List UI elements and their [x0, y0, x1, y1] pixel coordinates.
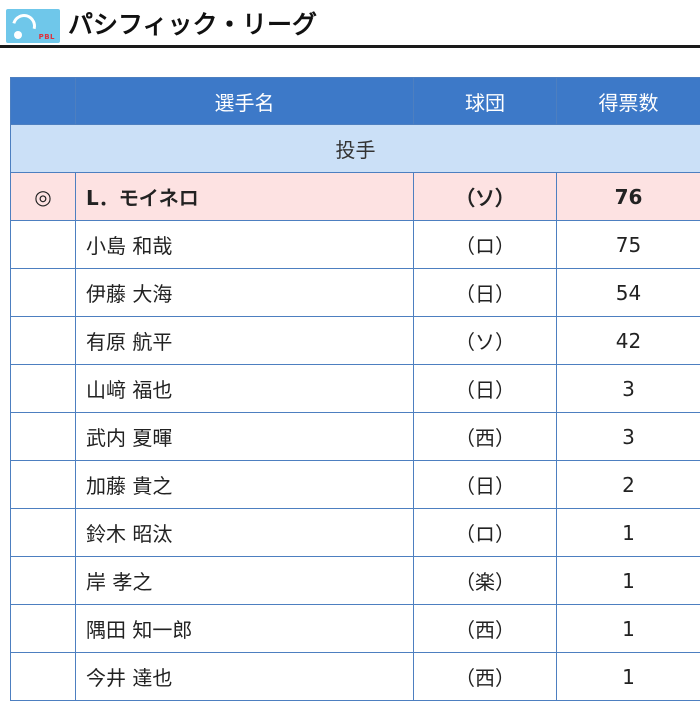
column-header-mark	[10, 77, 76, 125]
table-row: 岸 孝之 （楽） 1	[10, 556, 700, 605]
player-name: 小島 和哉	[75, 220, 414, 269]
votes-table: 選手名 球団 得票数 投手 ◎ L．モイネロ （ソ） 76 小島 和哉 （ロ） 75 伊藤 大…	[10, 77, 700, 701]
table-row: ◎ L．モイネロ （ソ） 76	[10, 172, 700, 221]
team-code: （日）	[413, 460, 557, 509]
selection-mark	[10, 268, 76, 317]
table-row: 隅田 知一郎 （西） 1	[10, 604, 700, 653]
team-code: （西）	[413, 604, 557, 653]
table-header-row: 選手名 球団 得票数	[10, 77, 700, 125]
team-code: （楽）	[413, 556, 557, 605]
table-row: 武内 夏暉 （西） 3	[10, 412, 700, 461]
team-code: （日）	[413, 268, 557, 317]
table-row: 山﨑 福也 （日） 3	[10, 364, 700, 413]
team-code: （ロ）	[413, 220, 557, 269]
team-code: （ソ）	[413, 316, 557, 365]
player-name: 有原 航平	[75, 316, 414, 365]
player-name: 鈴木 昭汰	[75, 508, 414, 557]
category-label: 投手	[10, 124, 700, 173]
player-name: 伊藤 大海	[75, 268, 414, 317]
player-name: 山﨑 福也	[75, 364, 414, 413]
logo-swirl-icon	[7, 9, 41, 43]
column-header-team: 球団	[413, 77, 557, 125]
table-row: 有原 航平 （ソ） 42	[10, 316, 700, 365]
selection-mark	[10, 460, 76, 509]
column-header-player: 選手名	[75, 77, 414, 125]
vote-count: 1	[556, 604, 700, 653]
selection-mark	[10, 556, 76, 605]
selection-mark	[10, 412, 76, 461]
page-header: PBL パシフィック・リーグ	[0, 0, 700, 48]
selection-mark	[10, 508, 76, 557]
table-row: 小島 和哉 （ロ） 75	[10, 220, 700, 269]
page-title: パシフィック・リーグ	[68, 10, 318, 39]
table-row: 鈴木 昭汰 （ロ） 1	[10, 508, 700, 557]
table-row: 加藤 貴之 （日） 2	[10, 460, 700, 509]
player-name: 隅田 知一郎	[75, 604, 414, 653]
selection-mark	[10, 220, 76, 269]
logo-ball-icon	[14, 31, 22, 39]
vote-count: 1	[556, 508, 700, 557]
selection-mark	[10, 316, 76, 365]
table-row: 伊藤 大海 （日） 54	[10, 268, 700, 317]
vote-count: 2	[556, 460, 700, 509]
vote-count: 54	[556, 268, 700, 317]
logo-text: PBL	[38, 33, 55, 41]
player-name: 武内 夏暉	[75, 412, 414, 461]
team-code: （日）	[413, 364, 557, 413]
table-row: 今井 達也 （西） 1	[10, 652, 700, 701]
column-header-votes: 得票数	[556, 77, 700, 125]
category-row: 投手	[10, 124, 700, 173]
header-divider	[0, 45, 700, 48]
player-name: 今井 達也	[75, 652, 414, 701]
vote-count: 42	[556, 316, 700, 365]
selection-mark	[10, 604, 76, 653]
vote-count: 76	[556, 172, 700, 221]
player-name: 加藤 貴之	[75, 460, 414, 509]
vote-count: 3	[556, 364, 700, 413]
player-name: 岸 孝之	[75, 556, 414, 605]
selection-mark: ◎	[10, 172, 76, 221]
selection-mark	[10, 364, 76, 413]
vote-count: 1	[556, 556, 700, 605]
vote-count: 75	[556, 220, 700, 269]
team-code: （ソ）	[413, 172, 557, 221]
vote-count: 3	[556, 412, 700, 461]
player-name: L．モイネロ	[75, 172, 414, 221]
league-logo: PBL	[6, 9, 60, 43]
team-code: （ロ）	[413, 508, 557, 557]
team-code: （西）	[413, 652, 557, 701]
team-code: （西）	[413, 412, 557, 461]
vote-count: 1	[556, 652, 700, 701]
selection-mark	[10, 652, 76, 701]
